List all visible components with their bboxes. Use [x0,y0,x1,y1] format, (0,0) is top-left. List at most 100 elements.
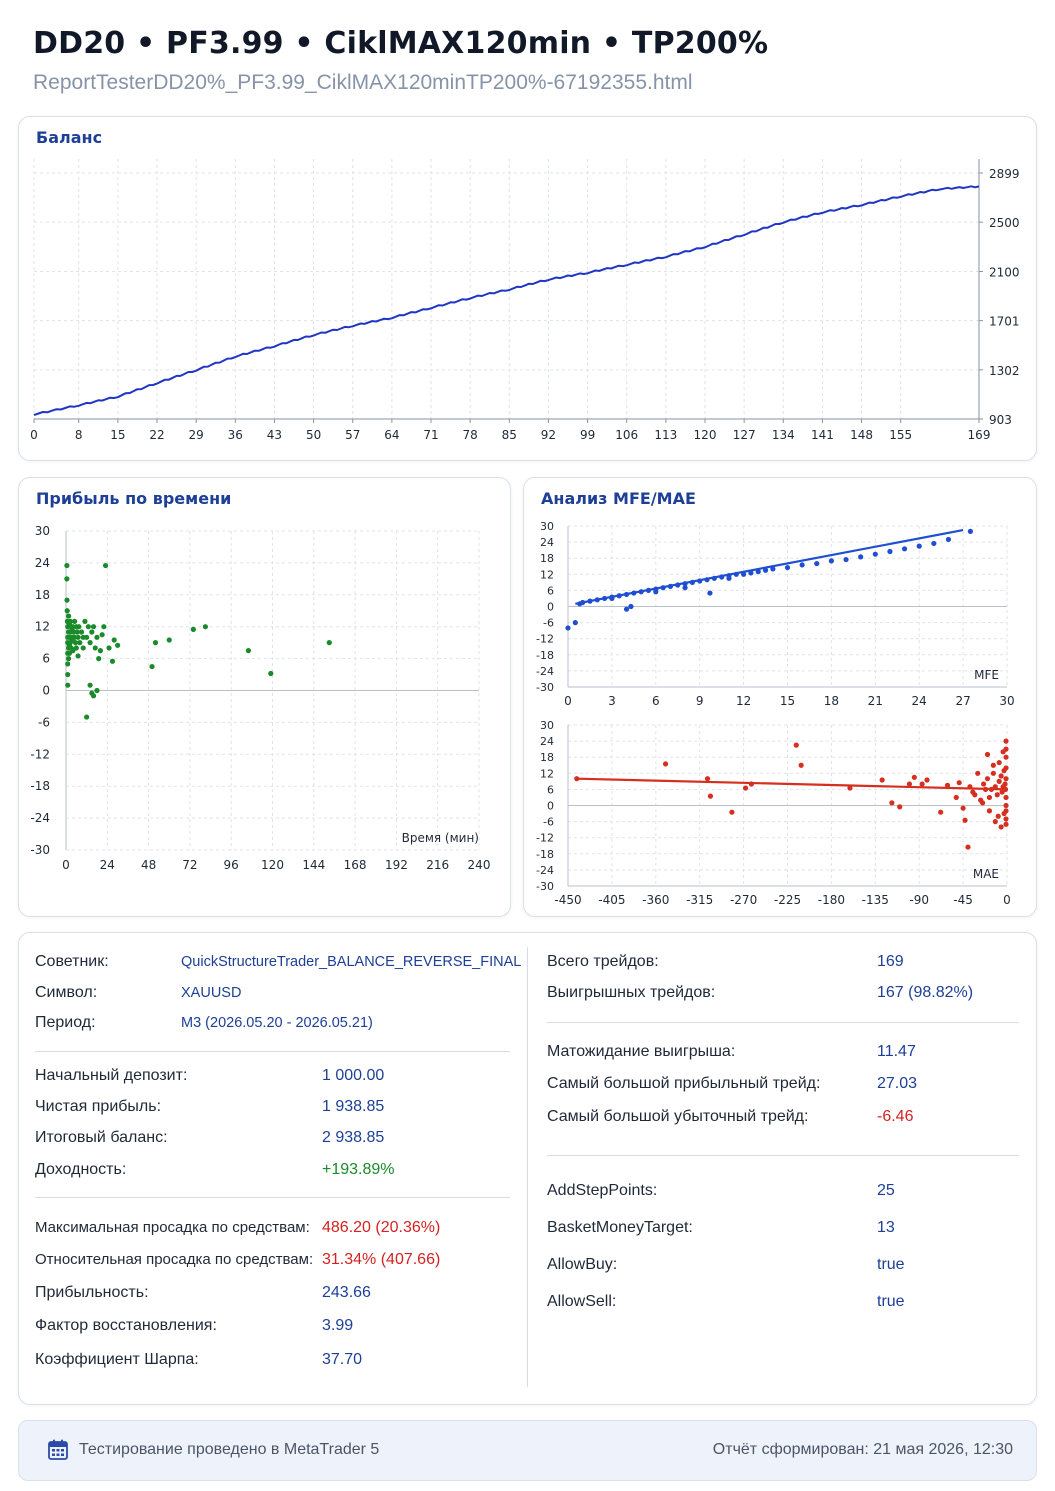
x-tick-label: 168 [344,858,367,872]
y-tick-label: -18 [536,649,554,662]
data-point [729,809,735,815]
data-point [94,634,100,640]
data-point [84,714,90,720]
stat-label: Выигрышных трейдов: [547,984,716,1001]
y-tick-label: 6 [547,783,554,796]
x-tick-label: 18 [824,694,839,708]
data-point [1003,776,1009,782]
data-point [967,528,974,534]
stats-card: Советник: QuickStructureTrader_BALANCE_R… [18,932,1037,1405]
data-point [74,629,80,635]
data-point [938,809,944,815]
data-point [82,618,88,624]
data-point [879,777,885,783]
y-tick-label: 24 [35,556,50,570]
balance-series-line [33,185,980,417]
data-point [704,776,711,782]
stat-label: Всего трейдов: [547,953,659,970]
data-point [245,648,252,654]
data-point [682,585,688,591]
x-tick-label: 0 [30,428,38,442]
footer-generated-date: Отчёт сформирован: 21 мая 2026, 12:30 [712,1441,1013,1458]
data-point [1003,794,1009,801]
data-point [78,629,85,635]
stat-label: Коэффициент Шарпа: [35,1351,199,1368]
stat-value: +193.89% [322,1161,395,1178]
data-point [897,804,903,810]
stat-label: Самый большой прибыльный трейд: [547,1075,821,1092]
stats-divider [35,1197,510,1198]
y-tick-label: 18 [35,588,50,602]
data-point [65,671,71,678]
stat-label: Символ: [35,984,98,1001]
mfe-mae-chart-card: Анализ MFE/MAE 0 3 6 9 12 15 18 21 24 27 30 -30 -24 -… [523,477,1037,917]
stat-value: 31.34% (407.66) [322,1251,441,1268]
data-point [84,634,90,640]
x-tick-label: 9 [696,694,704,708]
stat-value: 2 938.85 [322,1129,385,1146]
report-title: DD20 • PF3.99 • CiklMAX120min • TP200% [33,26,769,61]
y-tick-label: -24 [30,811,50,825]
stat-value: 243.66 [322,1284,371,1301]
stats-divider [35,1051,510,1052]
data-point [628,603,634,610]
data-point [798,762,804,768]
x-tick-label: 216 [426,858,449,872]
data-point [72,640,79,646]
x-tick-label: 99 [580,428,595,442]
stat-value: XAUUSD [181,985,242,1001]
x-tick-label: 64 [384,428,399,442]
data-point [102,562,109,569]
stat-value: 486.20 (20.36%) [322,1219,441,1236]
data-point [65,613,72,619]
y-tick-label: 0 [547,800,554,813]
data-point [1002,781,1008,787]
data-point [799,562,805,568]
data-point [742,785,749,791]
x-tick-label: 36 [228,428,243,442]
data-point [944,782,951,788]
x-tick-label: 120 [261,858,284,872]
param-value: 13 [877,1219,895,1236]
y-tick-label: 0 [42,684,50,698]
data-point [962,817,968,823]
stat-label: Самый большой убыточный трейд: [547,1108,809,1125]
param-value: true [877,1256,905,1273]
data-point [202,624,208,630]
data-point [85,624,91,630]
y-tick-label: 12 [540,767,554,780]
x-tick-label: 134 [772,428,795,442]
stat-value: 27.03 [877,1075,918,1092]
x-tick-label: 0 [62,858,70,872]
y-tick-label: 2100 [989,265,1020,279]
x-tick-label: 85 [502,428,517,442]
data-point [268,670,274,677]
data-point [945,536,952,543]
balance-chart: 0 8 15 22 29 36 43 50 57 64 71 78 85 92 99 106 113 120 127… [30,159,1020,442]
data-point [96,656,102,662]
data-point [980,781,987,787]
stat-value: 3.99 [322,1317,354,1334]
data-point [965,844,971,850]
data-point [190,626,196,632]
y-tick-label: -30 [536,880,554,893]
data-point [1003,738,1009,744]
data-point [65,656,72,662]
data-point [924,777,930,783]
report-filename: ReportTesterDD20%_PF3.99_CiklMAX120minTP… [33,71,693,94]
data-point [1003,754,1009,760]
param-label: AddStepPoints: [547,1182,658,1199]
data-point [828,558,834,564]
data-point [956,780,962,786]
data-point [1003,802,1009,809]
x-tick-label: -405 [598,893,625,907]
x-tick-label: 12 [736,694,751,708]
data-point [975,770,981,776]
y-tick-label: 30 [35,524,50,538]
data-point [65,661,71,667]
stat-label: Фактор восстановления: [35,1317,217,1334]
data-point [89,629,95,635]
mfe-mae-chart-title: Анализ MFE/MAE [541,489,696,508]
stats-divider [547,1155,1019,1156]
data-point [972,792,978,798]
